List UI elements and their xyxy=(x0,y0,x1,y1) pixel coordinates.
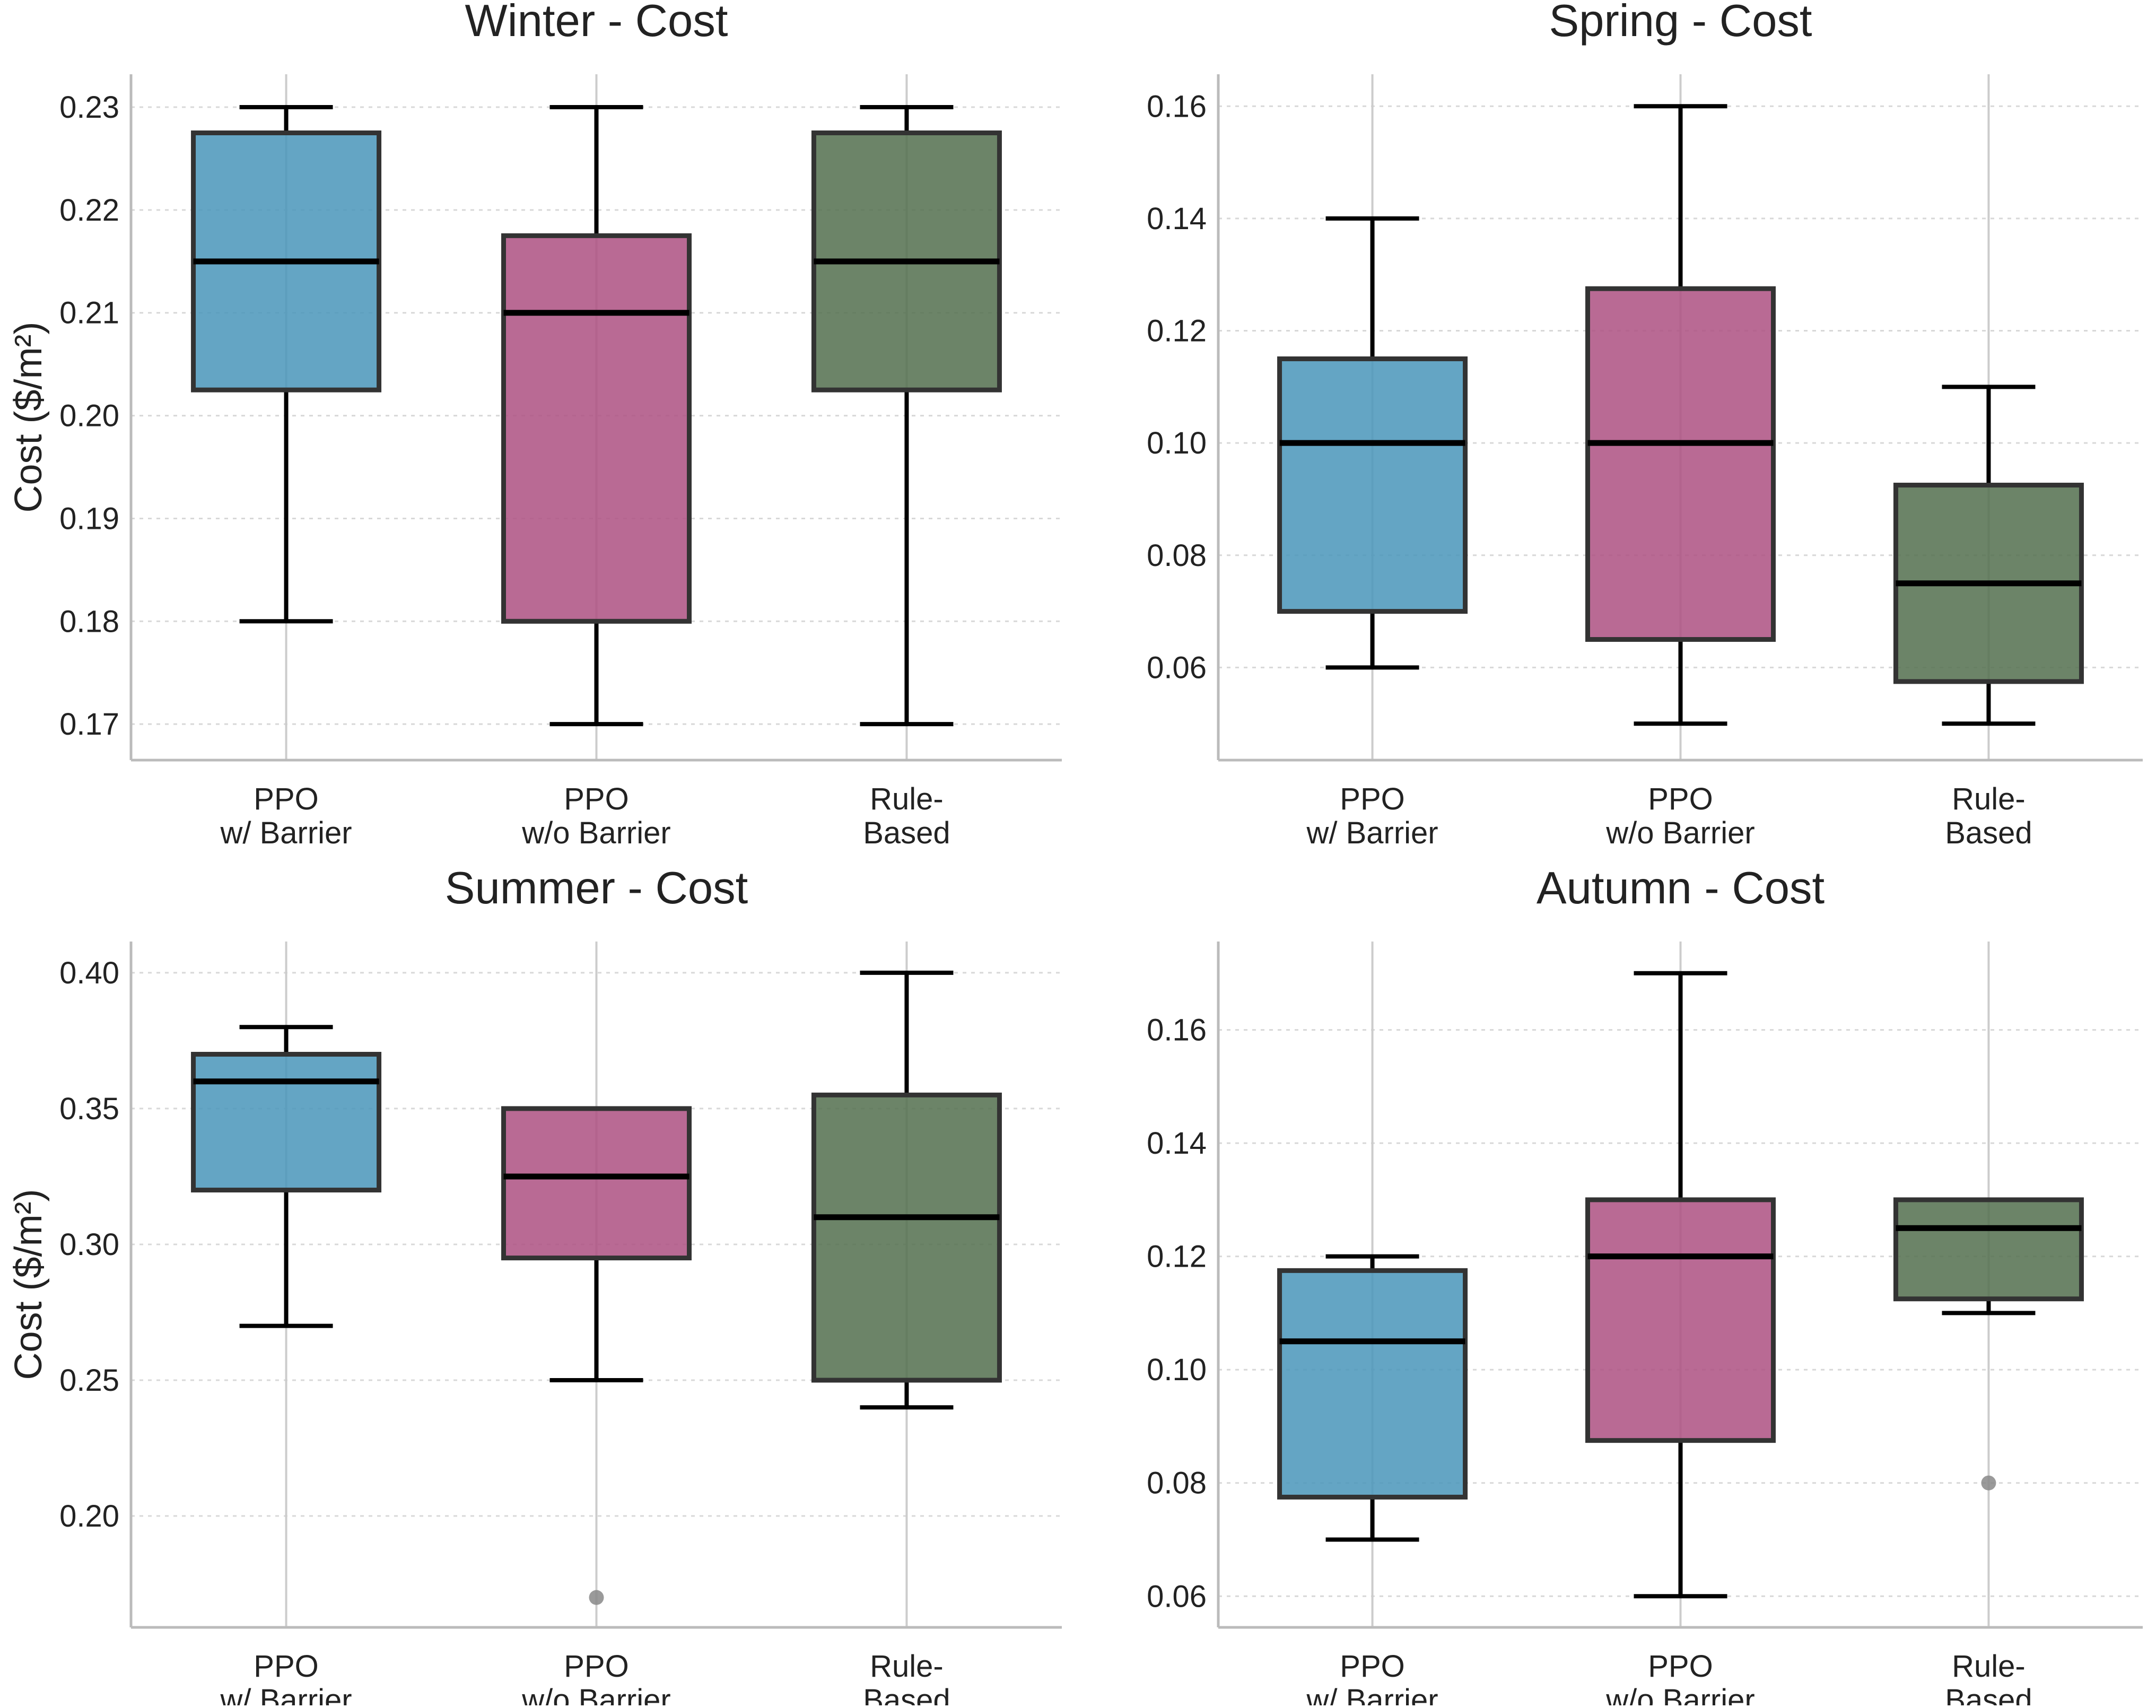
y-tick-label: 0.22 xyxy=(59,193,119,228)
iqr-box xyxy=(1585,286,1776,642)
y-tick-label: 0.25 xyxy=(59,1363,119,1398)
y-tick-label: 0.35 xyxy=(59,1092,119,1126)
y-tick-label: 0.08 xyxy=(1147,538,1207,573)
panel-title: Spring - Cost xyxy=(1549,0,1812,46)
y-tick-label: 0.21 xyxy=(59,296,119,330)
y-tick-label: 0.06 xyxy=(1147,1579,1207,1614)
panel-title: Summer - Cost xyxy=(445,863,748,913)
panel-title: Winter - Cost xyxy=(465,0,728,46)
box-group xyxy=(501,1106,692,1605)
x-tick-label: Rule- xyxy=(1952,1649,2026,1684)
box-group xyxy=(811,105,1002,727)
box-group xyxy=(1277,1254,1468,1542)
iqr-box xyxy=(501,233,692,624)
y-tick-label: 0.16 xyxy=(1147,89,1207,124)
iqr-box xyxy=(501,1106,692,1261)
y-tick-label: 0.16 xyxy=(1147,1013,1207,1048)
iqr-box xyxy=(191,1052,382,1193)
panel-title: Autumn - Cost xyxy=(1537,863,1825,913)
y-tick-label: 0.17 xyxy=(59,707,119,742)
y-tick-label: 0.10 xyxy=(1147,1353,1207,1387)
y-tick-label: 0.30 xyxy=(59,1227,119,1262)
x-tick-label: PPO xyxy=(1340,782,1405,816)
iqr-box xyxy=(811,1092,1002,1383)
iqr-box xyxy=(1585,1197,1776,1443)
box-group xyxy=(1893,385,2084,726)
box-group xyxy=(1893,1197,2084,1491)
x-tick-label: w/ Barrier xyxy=(220,816,352,850)
x-tick-label: Rule- xyxy=(1952,782,2026,816)
x-tick-label: w/o Barrier xyxy=(521,816,670,850)
y-tick-label: 0.20 xyxy=(59,399,119,433)
box-group xyxy=(1585,104,1776,726)
x-tick-label: PPO xyxy=(1648,782,1713,816)
x-tick-label: Rule- xyxy=(870,782,944,816)
x-tick-label: w/ Barrier xyxy=(220,1683,352,1705)
y-tick-label: 0.14 xyxy=(1147,1126,1207,1161)
x-tick-label: w/o Barrier xyxy=(1605,1683,1755,1705)
iqr-box xyxy=(1277,1268,1468,1500)
y-tick-label: 0.19 xyxy=(59,501,119,536)
box-group xyxy=(1277,216,1468,670)
x-tick-label: PPO xyxy=(1648,1649,1713,1684)
iqr-box xyxy=(1277,356,1468,614)
x-tick-label: PPO xyxy=(254,782,319,816)
x-tick-label: w/ Barrier xyxy=(1306,1683,1438,1705)
y-tick-label: 0.08 xyxy=(1147,1466,1207,1501)
x-tick-label: PPO xyxy=(1340,1649,1405,1684)
y-tick-label: 0.06 xyxy=(1147,650,1207,685)
y-tick-label: 0.10 xyxy=(1147,426,1207,460)
box-group xyxy=(811,970,1002,1410)
x-tick-label: Based xyxy=(1945,816,2032,850)
y-tick-label: 0.14 xyxy=(1147,202,1207,236)
y-tick-label: 0.12 xyxy=(1147,314,1207,348)
y-tick-label: 0.12 xyxy=(1147,1240,1207,1274)
outlier-point xyxy=(589,1590,604,1605)
y-tick-label: 0.18 xyxy=(59,604,119,639)
box-group xyxy=(191,105,382,624)
x-tick-label: PPO xyxy=(564,782,629,816)
x-tick-label: w/o Barrier xyxy=(1605,816,1755,850)
box-group xyxy=(501,105,692,727)
x-tick-label: Based xyxy=(863,816,950,850)
x-tick-label: Based xyxy=(1945,1683,2032,1705)
x-tick-label: PPO xyxy=(254,1649,319,1684)
x-tick-label: PPO xyxy=(564,1649,629,1684)
y-axis-label: Cost ($/m²) xyxy=(7,1189,50,1380)
y-tick-label: 0.20 xyxy=(59,1499,119,1533)
outlier-point xyxy=(1981,1475,1996,1491)
x-tick-label: Rule- xyxy=(870,1649,944,1684)
x-tick-label: w/o Barrier xyxy=(521,1683,670,1705)
iqr-box xyxy=(1893,1197,2084,1302)
x-tick-label: Based xyxy=(863,1683,950,1705)
box-group xyxy=(191,1025,382,1328)
y-tick-label: 0.23 xyxy=(59,90,119,125)
x-tick-label: w/ Barrier xyxy=(1306,816,1438,850)
y-axis-label: Cost ($/m²) xyxy=(7,322,50,513)
y-tick-label: 0.40 xyxy=(59,956,119,990)
box-group xyxy=(1585,971,1776,1599)
